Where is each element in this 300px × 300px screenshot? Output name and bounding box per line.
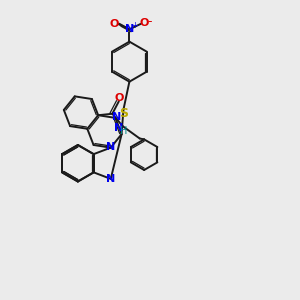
- Text: O: O: [110, 19, 119, 29]
- Text: N: N: [106, 142, 116, 152]
- Text: +: +: [131, 21, 137, 30]
- Text: N: N: [125, 24, 135, 34]
- Text: -: -: [148, 14, 152, 28]
- Text: N: N: [114, 123, 123, 133]
- Text: O: O: [115, 93, 124, 103]
- Text: S: S: [119, 107, 128, 120]
- Text: N: N: [112, 112, 122, 122]
- Text: O: O: [140, 18, 149, 28]
- Text: N: N: [106, 174, 116, 184]
- Text: H: H: [119, 126, 127, 136]
